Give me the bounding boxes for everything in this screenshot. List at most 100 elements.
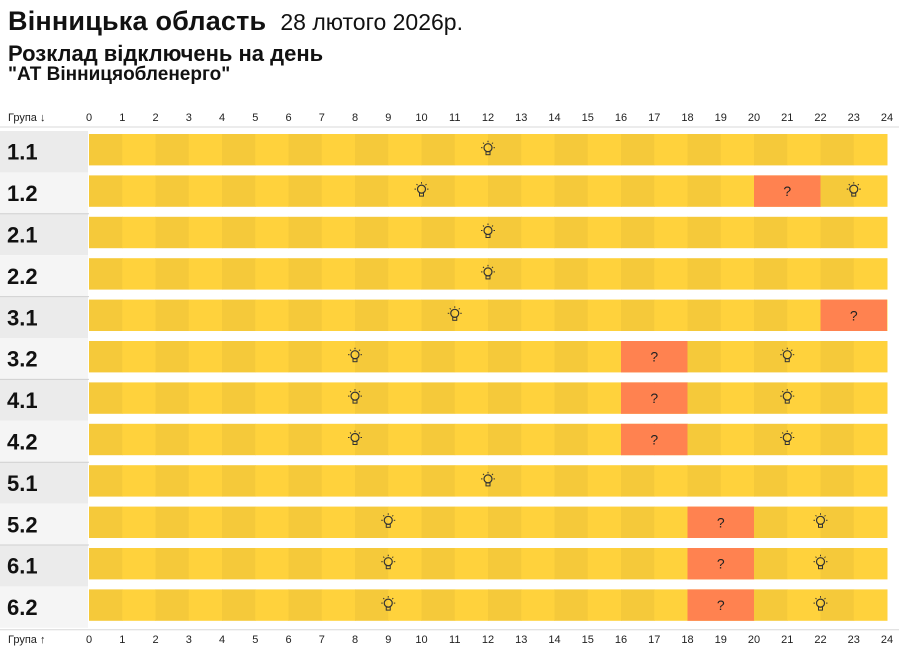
- possible-outage-block: [687, 548, 754, 580]
- hour-cell: [355, 216, 389, 249]
- group-label: 4.1: [7, 388, 38, 413]
- hour-tick-top: 24: [881, 112, 893, 124]
- hour-cell: [720, 382, 755, 414]
- possible-outage-mark: ?: [850, 307, 858, 323]
- hour-cell: [288, 341, 323, 373]
- hour-tick-top: 19: [715, 112, 727, 124]
- hour-cell: [122, 299, 156, 331]
- hour-cell: [554, 216, 589, 249]
- hour-cell: [89, 382, 123, 414]
- lightbulb-icon: [414, 182, 429, 197]
- hour-cell: [388, 134, 422, 166]
- hour-cell: [521, 548, 555, 580]
- hour-cell: [488, 134, 522, 166]
- hour-cell: [654, 548, 688, 580]
- hour-cell: [488, 589, 522, 621]
- hour-cell: [521, 216, 555, 249]
- hour-cell: [222, 258, 256, 290]
- group-label-bg: [0, 255, 88, 297]
- hour-cell: [720, 175, 755, 207]
- possible-outage-block: [687, 589, 754, 621]
- hour-cell: [587, 506, 622, 538]
- hour-cell: [421, 299, 456, 331]
- hour-tick-top: 8: [352, 112, 358, 124]
- hour-cell: [687, 175, 722, 207]
- hour-cell: [853, 423, 888, 456]
- hour-cell: [687, 382, 722, 414]
- hour-cell: [654, 465, 688, 497]
- hour-cell: [820, 216, 855, 249]
- group-label-bg: [0, 462, 88, 504]
- lightbulb-icon: [481, 471, 495, 487]
- hour-cell: [554, 299, 589, 331]
- hour-cell: [587, 175, 622, 207]
- group-label-bg: [0, 213, 88, 256]
- hour-cell: [321, 134, 356, 166]
- group-label-bg: [0, 379, 88, 421]
- hour-cell: [521, 465, 555, 497]
- hour-tick-top: 11: [449, 112, 460, 124]
- possible-outage-mark: ?: [650, 432, 658, 448]
- hour-cell: [720, 216, 755, 249]
- hour-tick-top: 12: [482, 112, 494, 124]
- hour-cell: [122, 423, 156, 456]
- hour-cell: [188, 548, 223, 580]
- hour-cell: [321, 175, 356, 207]
- hour-cell: [820, 589, 855, 621]
- group-label: 3.2: [7, 347, 38, 372]
- lightbulb-icon: [780, 347, 795, 363]
- hour-cell: [255, 299, 289, 331]
- hour-cell: [853, 382, 888, 414]
- hour-cell: [554, 134, 589, 166]
- hour-cell: [787, 341, 821, 373]
- group-label: 5.2: [7, 512, 38, 537]
- hour-cell: [355, 548, 389, 580]
- hour-tick-bottom: 16: [615, 634, 627, 646]
- hour-cell: [321, 548, 356, 580]
- hour-cell: [720, 134, 755, 166]
- hour-tick-top: 0: [86, 112, 92, 124]
- hour-cell: [621, 134, 655, 166]
- hour-cell: [754, 465, 788, 497]
- hour-cell: [288, 134, 323, 166]
- hour-cell: [421, 175, 456, 207]
- hour-cell: [89, 423, 123, 456]
- hour-cell: [355, 382, 389, 414]
- hour-tick-bottom: 24: [881, 634, 893, 646]
- hour-cell: [255, 216, 289, 249]
- hour-cell: [521, 299, 555, 331]
- group-label: 5.1: [7, 471, 38, 496]
- hour-cell: [687, 341, 722, 373]
- group-label: 2.2: [7, 264, 38, 289]
- lightbulb-icon: [447, 306, 462, 321]
- hour-tick-top: 1: [119, 112, 125, 124]
- group-label: 1.2: [7, 181, 38, 206]
- hour-cell: [488, 382, 522, 414]
- hour-cell: [89, 506, 123, 538]
- hour-cell: [288, 465, 323, 497]
- hour-cell: [587, 589, 622, 621]
- hour-cell: [421, 382, 456, 414]
- hour-cell: [454, 548, 489, 580]
- lightbulb-icon: [481, 223, 495, 238]
- hour-cell: [687, 134, 722, 166]
- hour-cell: [754, 341, 788, 373]
- hour-cell: [122, 548, 156, 580]
- hour-tick-bottom: 12: [482, 634, 494, 646]
- hour-cell: [155, 382, 190, 414]
- hour-cell: [222, 423, 256, 456]
- hour-cell: [122, 216, 156, 249]
- hour-cell: [654, 506, 688, 538]
- title-line: Вінницька область 28 лютого 2026р.: [8, 6, 463, 37]
- hour-tick-bottom: 2: [152, 634, 158, 646]
- hour-cell: [754, 216, 788, 249]
- hour-cell: [820, 506, 855, 538]
- lightbulb-icon: [780, 430, 795, 445]
- hour-cell: [853, 258, 888, 290]
- hour-tick-bottom: 6: [285, 634, 291, 646]
- hour-tick-top: 17: [648, 112, 660, 124]
- hour-tick-top: 13: [515, 112, 527, 124]
- hour-cell: [355, 299, 389, 331]
- group-label: 4.2: [7, 430, 38, 455]
- hour-tick-bottom: 10: [415, 634, 427, 646]
